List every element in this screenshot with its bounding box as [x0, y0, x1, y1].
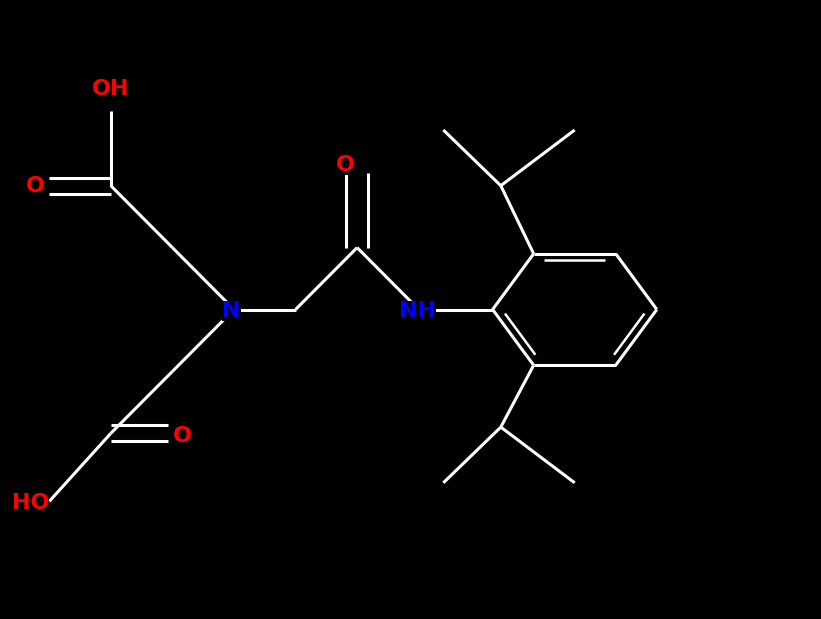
Text: O: O [26, 176, 45, 196]
Text: O: O [172, 426, 191, 446]
Text: NH: NH [398, 301, 436, 321]
Text: OH: OH [92, 79, 130, 99]
Text: N: N [222, 301, 241, 321]
Text: O: O [336, 155, 355, 175]
Text: HO: HO [11, 493, 49, 513]
